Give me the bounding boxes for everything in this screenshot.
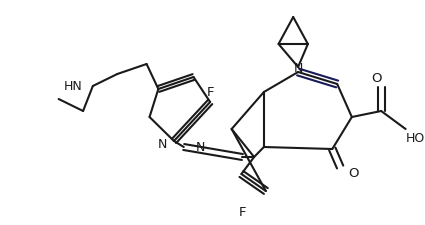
Text: HN: HN: [64, 80, 83, 93]
Text: F: F: [207, 86, 214, 99]
Text: N: N: [196, 140, 205, 153]
Text: HO: HO: [406, 131, 425, 144]
Text: O: O: [371, 71, 382, 84]
Text: F: F: [238, 206, 246, 218]
Text: O: O: [348, 167, 359, 180]
Text: N: N: [158, 138, 167, 151]
Text: N: N: [293, 62, 303, 75]
